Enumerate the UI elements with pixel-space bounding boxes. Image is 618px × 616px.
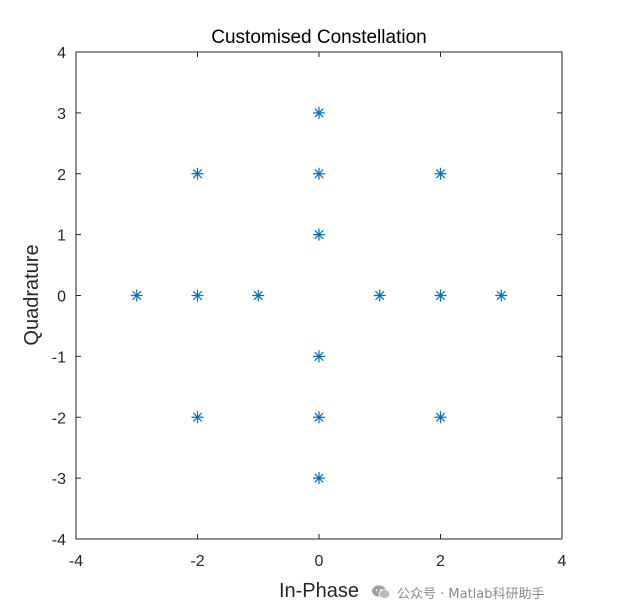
data-point	[312, 106, 326, 119]
data-point	[373, 289, 386, 302]
data-point	[312, 167, 326, 180]
y-tick-label: 3	[57, 106, 66, 123]
data-points	[130, 106, 508, 485]
x-tick-label: 2	[436, 553, 445, 570]
x-axis-ticks: -4 -2 0 2 4	[69, 52, 567, 570]
data-point	[434, 411, 447, 424]
data-point	[312, 350, 326, 363]
y-tick-label: 2	[57, 167, 66, 184]
data-point	[312, 411, 326, 424]
x-tick-label: -4	[69, 553, 83, 570]
y-axis-ticks: 4 3 2 1 0 -1 -2 -3 -4	[52, 45, 562, 549]
x-tick-label: 0	[315, 553, 324, 570]
data-point	[191, 167, 204, 180]
x-tick-label: 4	[558, 553, 567, 570]
data-point	[191, 411, 204, 424]
data-point	[191, 289, 204, 302]
y-tick-label: -3	[52, 471, 66, 488]
y-tick-label: 0	[57, 289, 66, 306]
y-axis-label: Quadrature	[21, 244, 43, 345]
y-tick-label: 4	[57, 45, 66, 62]
x-axis-label: In-Phase	[279, 580, 359, 602]
data-point	[312, 228, 326, 241]
y-tick-label: -2	[52, 410, 66, 427]
chart-title: Customised Constellation	[211, 27, 426, 48]
x-tick-label: -2	[190, 553, 204, 570]
y-tick-label: -4	[52, 532, 66, 549]
watermark: 公众号 · Matlab科研助手	[371, 580, 545, 604]
data-point	[434, 289, 447, 302]
watermark-text: 公众号 · Matlab科研助手	[397, 586, 545, 602]
y-tick-label: -1	[52, 349, 66, 366]
data-point	[312, 472, 326, 485]
wechat-icon	[372, 585, 391, 599]
y-tick-label: 1	[57, 228, 66, 245]
data-point	[495, 289, 508, 302]
data-point	[434, 167, 447, 180]
plot-area	[75, 51, 563, 540]
data-point	[252, 289, 265, 302]
data-point	[130, 289, 143, 302]
